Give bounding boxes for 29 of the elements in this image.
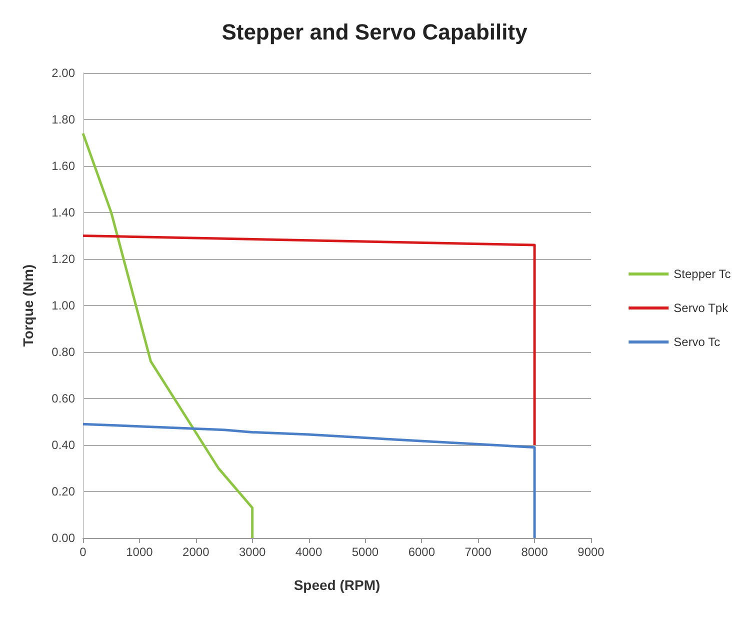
x-axis-title: Speed (RPM) xyxy=(294,577,380,593)
y-tick-label: 1.60 xyxy=(52,159,76,173)
x-tick-label: 8000 xyxy=(521,545,548,559)
x-tick-label: 2000 xyxy=(182,545,210,559)
chart-title: Stepper and Servo Capability xyxy=(222,20,528,44)
y-tick-label: 0.20 xyxy=(52,484,76,498)
x-tick-label: 1000 xyxy=(126,545,154,559)
x-tick-label: 7000 xyxy=(464,545,492,559)
line-series xyxy=(82,132,254,540)
x-tick-label: 0 xyxy=(80,545,87,559)
x-tick-label: 3000 xyxy=(238,545,266,559)
y-tick-label: 0.00 xyxy=(52,531,76,545)
y-tick-label: 1.40 xyxy=(52,206,76,220)
y-axis-title: Torque (Nm) xyxy=(20,264,36,347)
y-tick-label: 0.60 xyxy=(52,392,76,406)
x-tick-label: 9000 xyxy=(578,545,605,559)
legend-label: Servo Tc xyxy=(674,335,720,349)
x-tick-label: 4000 xyxy=(295,545,322,559)
y-tick-label: 1.00 xyxy=(52,298,76,312)
y-tick-label: 0.40 xyxy=(52,438,76,452)
line-series xyxy=(82,422,536,540)
legend-label: Servo Tpk xyxy=(674,301,730,315)
x-tick-label: 5000 xyxy=(352,545,379,559)
x-tick-label: 6000 xyxy=(408,545,436,559)
y-tick-label: 1.80 xyxy=(52,112,76,126)
y-tick-label: 1.20 xyxy=(52,252,76,266)
y-tick-label: 2.00 xyxy=(52,66,76,80)
y-tick-label: 0.80 xyxy=(52,345,76,359)
legend-label: Stepper Tc xyxy=(674,267,731,281)
